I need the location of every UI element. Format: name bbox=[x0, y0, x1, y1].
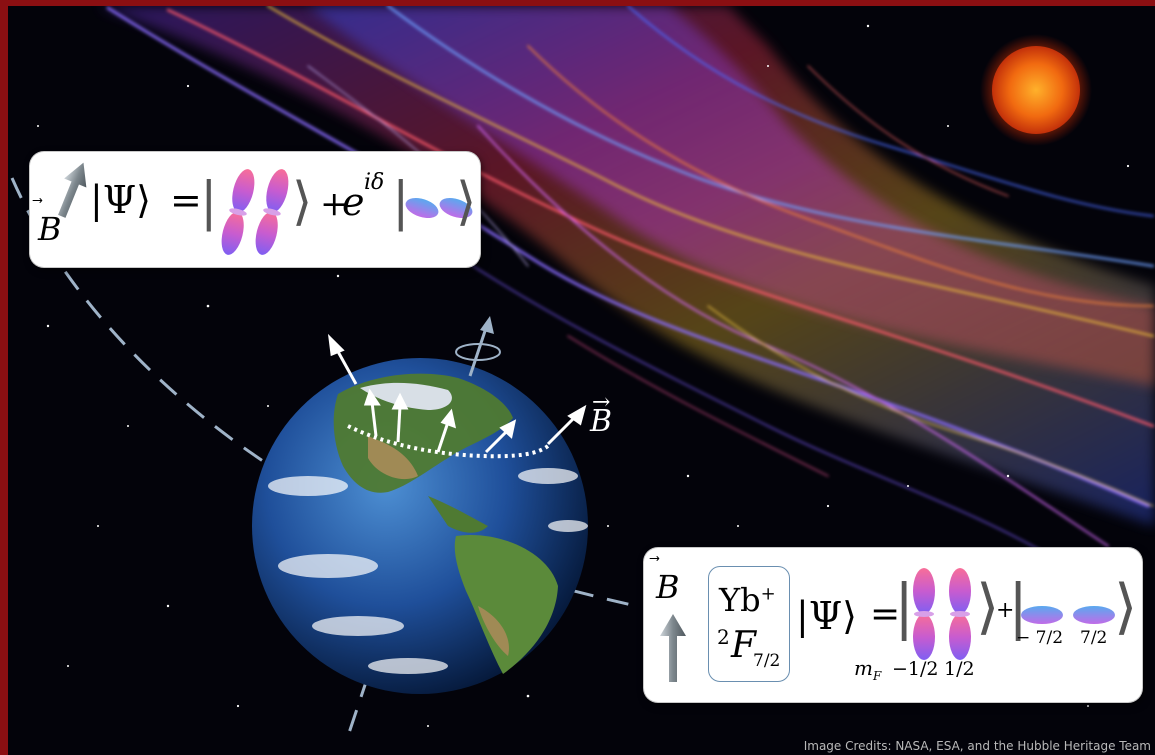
bottom-ket-close-2: ⟩ bbox=[1114, 572, 1138, 642]
term-letter: F bbox=[731, 625, 756, 666]
bottom-plus: + bbox=[996, 598, 1015, 623]
nebula bbox=[98, 6, 1155, 567]
tilted-b-arrow-icon bbox=[58, 162, 87, 218]
bottom-ket-open-2: | bbox=[1008, 572, 1029, 642]
bottom-equals: = bbox=[870, 594, 901, 635]
bottom-ket-open-1: | bbox=[894, 572, 915, 642]
top-equals: = bbox=[170, 178, 202, 222]
flat-disc-orbitals-icon bbox=[1021, 606, 1115, 624]
b-symbol: B bbox=[590, 404, 613, 439]
disc-orbitals-icon bbox=[405, 197, 473, 219]
image-credits: Image Credits: NASA, ESA, and the Hubble… bbox=[803, 739, 1151, 753]
bottom-psi-ket: |Ψ⟩ bbox=[796, 594, 857, 638]
mf-value-4: 7/2 bbox=[1080, 628, 1108, 648]
bottom-b-symbol: B bbox=[656, 568, 680, 606]
top-ket-close-1: ⟩ bbox=[292, 172, 313, 232]
vector-arrow-glyph: → bbox=[592, 390, 611, 415]
mf-value-1: −1/2 bbox=[892, 658, 939, 680]
dumbbell-orbitals-icon bbox=[221, 169, 289, 255]
sun bbox=[980, 34, 1092, 146]
top-exp-power: iδ bbox=[364, 170, 385, 195]
vertical-b-arrow-icon bbox=[660, 614, 686, 682]
term-subscript: 7/2 bbox=[753, 651, 781, 671]
rotation-axis bbox=[455, 316, 501, 377]
earth-b-field-label: → B bbox=[590, 390, 613, 439]
top-ket-close-2: ⟩ bbox=[456, 172, 477, 232]
top-exp-base: e bbox=[342, 180, 365, 224]
vertical-dumbbell-orbitals-icon bbox=[913, 568, 971, 660]
ion-symbol: Yb+ bbox=[719, 581, 776, 619]
top-plus: + bbox=[320, 184, 349, 224]
top-ket-open-2: | bbox=[392, 172, 410, 232]
field-arrows bbox=[327, 333, 587, 454]
top-equation-panel: B ⃗ |Ψ⟩ = | bbox=[30, 152, 480, 267]
stars bbox=[37, 24, 1130, 727]
mf-label: mF bbox=[854, 656, 882, 683]
top-psi-ket: |Ψ⟩ bbox=[90, 178, 151, 222]
background-illustration bbox=[8, 6, 1155, 755]
earth bbox=[252, 358, 588, 694]
bottom-equation-panel: B ⃗ Yb+ 2 F 7/2 bbox=[644, 548, 1142, 702]
top-b-symbol: B bbox=[38, 210, 62, 248]
ion-label-box: Yb+ 2 F 7/2 bbox=[708, 566, 790, 682]
top-ket-open-1: | bbox=[200, 172, 218, 232]
bottom-ket-close-1: ⟩ bbox=[976, 572, 1000, 642]
mf-value-2: 1/2 bbox=[944, 658, 975, 680]
term-prefix: 2 bbox=[717, 625, 730, 649]
mf-value-3: − 7/2 bbox=[1016, 628, 1064, 648]
